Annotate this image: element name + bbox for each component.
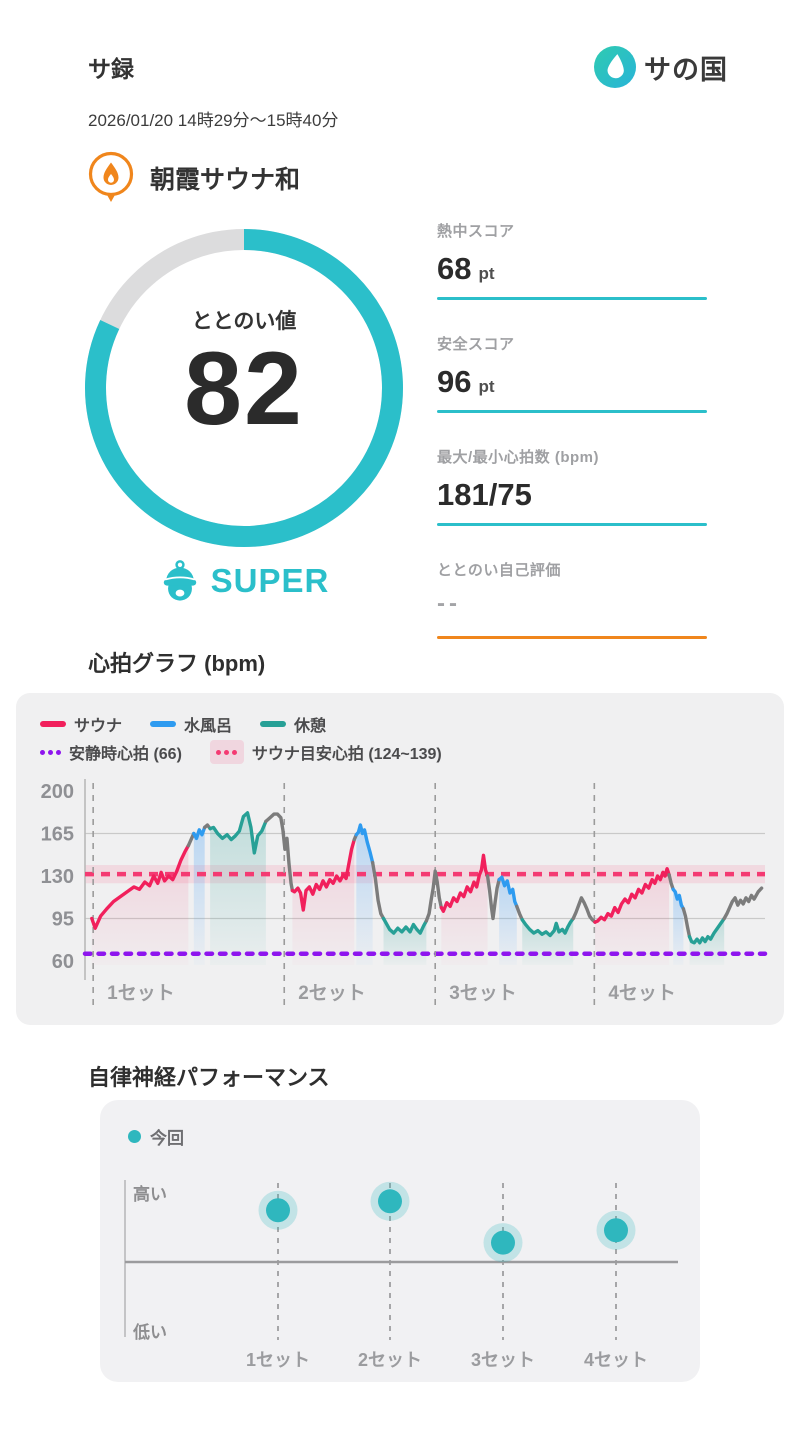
svg-text:60: 60 [52, 951, 74, 973]
rank-row: SUPER [84, 558, 404, 604]
stats-column: 熱中スコア 68 pt 安全スコア 96 pt 最大/最小心拍数 (bpm) 1… [437, 220, 707, 672]
session-date-range: 2026/01/20 14時29分〜15時40分 [88, 111, 339, 130]
stat-heat-score: 熱中スコア 68 pt [437, 220, 707, 300]
totonoi-ring [85, 229, 403, 547]
svg-text:4セット: 4セット [584, 1350, 648, 1370]
svg-text:2セット: 2セット [298, 983, 366, 1004]
sauna-hat-icon [159, 558, 201, 604]
stat-safety-score: 安全スコア 96 pt [437, 333, 707, 413]
facility-name: 朝霞サウナ和 [150, 166, 301, 194]
sauna-line-swatch [40, 721, 66, 727]
heart-rate-plot: 200 165 130 95 60 1セット 2セット 3セット 4セット [41, 779, 768, 1005]
svg-text:低い: 低い [132, 1322, 167, 1342]
svg-text:2セット: 2セット [358, 1350, 422, 1370]
performance-card: 今回 高い低い 1セット 2セット 3セット 4セット [100, 1100, 700, 1382]
water-line-swatch [150, 721, 177, 727]
svg-text:95: 95 [52, 909, 74, 931]
stat-value: -- [437, 590, 461, 617]
stat-underline [437, 297, 707, 300]
performance-legend: 今回 [128, 1124, 184, 1149]
svg-text:高い: 高い [133, 1184, 167, 1204]
stat-unit: pt [478, 377, 495, 396]
performance-section-title: 自律神経パフォーマンス [88, 1065, 330, 1090]
page-title: サ録 [88, 56, 134, 82]
totonoi-value: 82 [184, 331, 304, 448]
legend-sauna: サウナ [40, 712, 122, 736]
stat-label: 安全スコア [437, 336, 515, 353]
stat-value: 96 [437, 364, 472, 399]
stat-label: 最大/最小心拍数 (bpm) [437, 449, 599, 466]
stat-max-min-hr: 最大/最小心拍数 (bpm) 181/75 [437, 446, 707, 526]
svg-text:3セット: 3セット [471, 1350, 535, 1370]
water-drop-icon [594, 46, 636, 88]
heart-rate-section-title: 心拍グラフ (bpm) [88, 651, 266, 676]
heart-rate-legend-row-1: サウナ 水風呂 休憩 [40, 712, 326, 736]
svg-text:200: 200 [41, 781, 74, 803]
rank-text: SUPER [210, 562, 330, 599]
facility-row: 朝霞サウナ和 [86, 150, 300, 206]
resting-hr-dots-swatch [40, 749, 61, 755]
legend-resting-hr: 安静時心拍 (66) [40, 740, 182, 764]
brand-logo: サの国 [594, 46, 728, 88]
svg-text:1セット: 1セット [246, 1350, 310, 1370]
heart-rate-card: サウナ 水風呂 休憩 安静時心拍 (66) サウナ目安心拍 (124~139) [16, 693, 784, 1025]
svg-text:1セット: 1セット [107, 983, 175, 1004]
totonoi-center: ととのい値 82 [84, 228, 404, 548]
current-session-dot-swatch [128, 1130, 141, 1143]
heart-rate-legend-row-2: 安静時心拍 (66) サウナ目安心拍 (124~139) [40, 740, 442, 764]
legend-rest: 休憩 [260, 712, 326, 736]
stat-value: 68 [437, 251, 472, 286]
legend-sauna-target-hr: サウナ目安心拍 (124~139) [209, 740, 442, 764]
totonoi-donut: ととのい値 82 [84, 228, 404, 548]
flame-pin-icon [86, 150, 136, 206]
svg-text:165: 165 [41, 824, 74, 846]
legend-water-bath: 水風呂 [150, 712, 232, 736]
rest-line-swatch [260, 721, 287, 727]
totonoi-label: ととのい値 [191, 310, 297, 334]
stat-label: ととのい自己評価 [437, 562, 561, 579]
svg-text:4セット: 4セット [608, 983, 676, 1004]
stat-unit: pt [478, 264, 495, 283]
stat-underline [437, 523, 707, 526]
stat-label: 熱中スコア [437, 223, 515, 240]
svg-text:130: 130 [41, 866, 74, 888]
stat-value: 181/75 [437, 477, 532, 512]
stat-underline [437, 636, 707, 639]
stat-self-rating: ととのい自己評価 -- [437, 559, 707, 639]
stat-underline [437, 410, 707, 413]
target-hr-band-swatch [209, 740, 244, 764]
brand-name: サの国 [644, 54, 728, 85]
svg-text:3セット: 3セット [449, 983, 517, 1004]
